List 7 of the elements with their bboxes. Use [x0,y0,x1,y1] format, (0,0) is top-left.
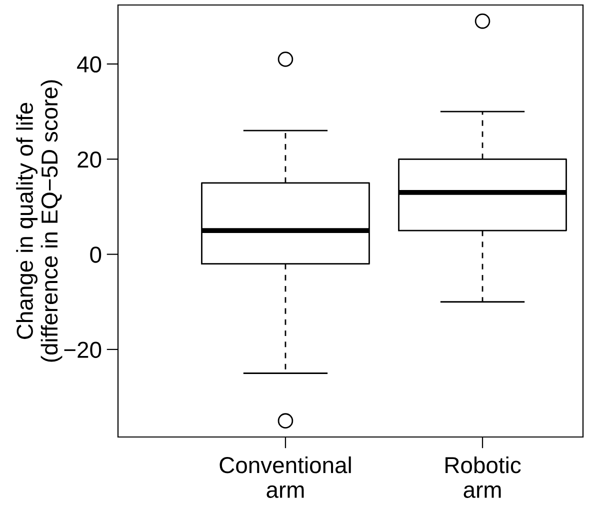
y-tick-label: 0 [90,246,102,263]
y-tick-label: 40 [77,56,102,73]
x-tick-label: Conventional arm [220,456,351,498]
x-tick-label: Robotic arm [446,456,521,498]
y-tick-label: −20 [64,342,102,358]
y-tick-label: 20 [78,151,102,168]
y-axis-title: Change in quality of life (difference in EQ−5D score) [16,80,62,362]
